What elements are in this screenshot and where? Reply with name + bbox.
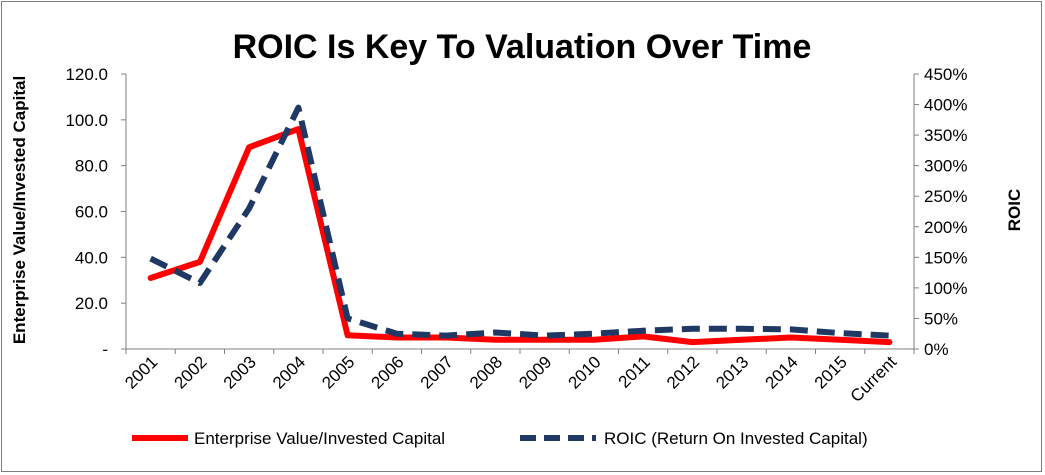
chart-title: ROIC Is Key To Valuation Over Time — [233, 28, 812, 66]
right-y-axis-title: ROIC — [1005, 189, 1024, 232]
x-tick-label: 2010 — [565, 352, 605, 392]
x-tick-label: 2009 — [515, 352, 555, 392]
left-tick-label: 80.0 — [75, 157, 108, 176]
left-tick-label: - — [102, 340, 108, 359]
x-tick-label: 2012 — [663, 352, 703, 392]
x-tick-label: 2001 — [121, 352, 161, 392]
series-line-ev-ic — [147, 126, 893, 346]
left-y-axis: - 20.0 40.0 60.0 80.0 100.0 120.0 — [65, 65, 127, 359]
legend-label-roic: ROIC (Return On Invested Capital) — [604, 429, 868, 448]
x-tick-label: 2008 — [466, 352, 506, 392]
x-tick-label: 2014 — [762, 352, 802, 392]
x-tick-label: 2005 — [318, 352, 358, 392]
x-tick-label: Current — [847, 352, 901, 406]
x-tick-label: 2007 — [417, 352, 457, 392]
left-tick-label: 100.0 — [65, 111, 108, 130]
legend: Enterprise Value/Invested Capital ROIC (… — [132, 429, 868, 448]
legend-label-ev-ic: Enterprise Value/Invested Capital — [194, 429, 445, 448]
left-tick-label: 20.0 — [75, 294, 108, 313]
right-tick-label: 200% — [924, 218, 967, 237]
right-tick-label: 400% — [924, 96, 967, 115]
right-tick-label: 300% — [924, 157, 967, 176]
right-tick-label: 100% — [924, 279, 967, 298]
left-tick-label: 120.0 — [65, 65, 108, 84]
x-tick-label: 2002 — [171, 352, 211, 392]
series-layer — [147, 104, 893, 346]
right-tick-label: 0% — [924, 340, 949, 359]
right-y-axis: 0% 50% 100% 150% 200% 250% 300% 350% 400% 450% — [913, 65, 967, 359]
right-tick-label: 350% — [924, 126, 967, 145]
x-tick-label: 2006 — [368, 352, 408, 392]
x-tick-label: 2013 — [712, 352, 752, 392]
x-axis: 2001 2002 2003 2004 2005 2006 2007 2008 2009 2010… — [121, 348, 915, 406]
left-y-axis-title: Enterprise Value/Invested Capital — [10, 76, 29, 344]
right-tick-label: 150% — [924, 248, 967, 267]
x-tick-label: 2004 — [269, 352, 309, 392]
x-tick-label: 2003 — [220, 352, 260, 392]
left-tick-label: 60.0 — [75, 203, 108, 222]
series-line-roic — [149, 104, 890, 339]
right-tick-label: 450% — [924, 65, 967, 84]
right-tick-label: 50% — [924, 309, 958, 328]
x-tick-label: 2015 — [811, 352, 851, 392]
x-tick-label: 2011 — [615, 352, 654, 391]
right-tick-label: 250% — [924, 187, 967, 206]
left-tick-label: 40.0 — [75, 248, 108, 267]
